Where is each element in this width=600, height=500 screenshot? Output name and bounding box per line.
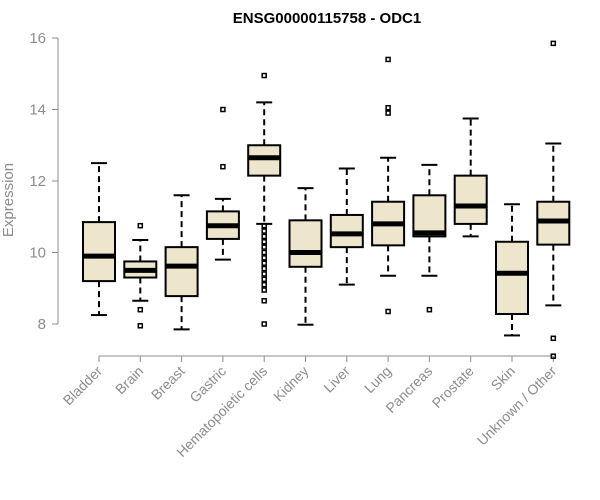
box-brain bbox=[123, 222, 158, 329]
outlier-point bbox=[261, 222, 267, 229]
outlier-point bbox=[385, 308, 391, 315]
x-tick-label: Liver bbox=[320, 363, 353, 396]
outlier-point bbox=[137, 323, 144, 329]
outlier-point bbox=[261, 244, 267, 250]
outlier-point bbox=[385, 56, 391, 63]
box-iqr bbox=[288, 219, 323, 268]
y-tick-label: 8 bbox=[38, 316, 46, 333]
box-lung bbox=[371, 56, 406, 315]
outlier-point bbox=[385, 104, 391, 111]
chart-title: ENSG00000115758 - ODC1 bbox=[233, 10, 421, 27]
outlier-point bbox=[261, 271, 267, 277]
box-iqr bbox=[247, 144, 282, 177]
outlier-point bbox=[261, 255, 267, 261]
box-breast bbox=[164, 194, 199, 331]
outlier-point bbox=[550, 40, 557, 47]
outlier-point bbox=[261, 72, 267, 79]
x-tick-label: Kidney bbox=[270, 363, 312, 405]
outlier-point bbox=[261, 239, 267, 245]
box-skin bbox=[495, 203, 529, 337]
x-tick-label: Lung bbox=[361, 363, 394, 396]
x-tick-label: Brain bbox=[112, 363, 146, 397]
box-kidney bbox=[288, 187, 323, 326]
box-iqr bbox=[164, 246, 199, 298]
outlier-point bbox=[261, 281, 267, 288]
boxes-group bbox=[82, 40, 571, 359]
box-liver bbox=[329, 167, 364, 286]
outlier-point bbox=[550, 353, 557, 359]
x-tick-label: Bladder bbox=[60, 363, 106, 409]
outlier-point bbox=[550, 335, 557, 342]
outlier-point bbox=[261, 321, 267, 327]
outlier-point bbox=[261, 233, 267, 240]
outlier-point bbox=[261, 228, 267, 234]
box-iqr bbox=[82, 221, 116, 283]
outlier-point bbox=[426, 306, 433, 313]
box-iqr bbox=[412, 194, 447, 238]
x-tick-label: Breast bbox=[148, 363, 188, 403]
box-iqr bbox=[495, 240, 529, 315]
outlier-point bbox=[220, 163, 226, 170]
outlier-point bbox=[261, 260, 267, 266]
x-tick-label: Skin bbox=[488, 363, 519, 394]
outlier-point bbox=[385, 110, 391, 116]
outlier-point bbox=[261, 276, 267, 283]
outlier-point bbox=[137, 222, 144, 229]
y-axis-label: Expression bbox=[0, 163, 17, 237]
outlier-point bbox=[261, 298, 267, 304]
y-tick-label: 14 bbox=[29, 102, 46, 119]
y-tick-label: 16 bbox=[29, 30, 46, 47]
y-tick-label: 12 bbox=[29, 173, 46, 190]
box-iqr bbox=[329, 213, 364, 249]
box-iqr bbox=[453, 174, 488, 225]
y-axis: 8 10 12 14 16 bbox=[29, 30, 59, 333]
box-pancreas bbox=[412, 163, 447, 313]
box-bladder bbox=[82, 162, 116, 317]
outlier-point bbox=[261, 287, 267, 293]
y-tick-label: 10 bbox=[29, 245, 46, 262]
x-tick-label: Prostate bbox=[429, 363, 477, 411]
outlier-point bbox=[261, 249, 267, 256]
box-gastric bbox=[205, 106, 240, 261]
box-hematopoietic-cells bbox=[247, 72, 282, 327]
box-unknown-other bbox=[536, 40, 571, 359]
outlier-point bbox=[137, 306, 144, 313]
box-prostate bbox=[453, 117, 488, 238]
outlier-point bbox=[261, 265, 267, 272]
outlier-point bbox=[220, 106, 226, 113]
